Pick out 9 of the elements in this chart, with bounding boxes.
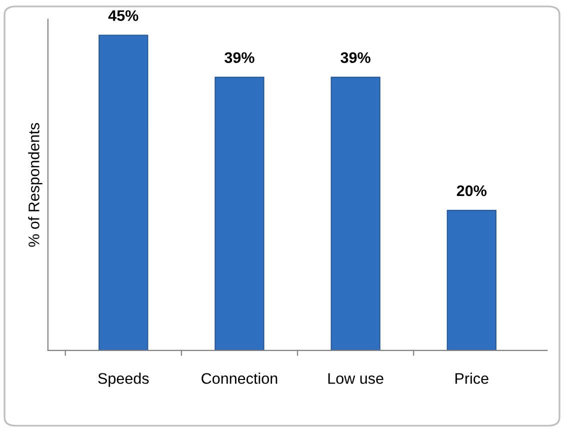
data-label: 39%	[224, 52, 254, 64]
x-tick-label: Low use	[328, 373, 384, 384]
data-label: 39%	[340, 52, 370, 64]
y-axis-title: % of Respondents	[28, 123, 42, 247]
data-label: 45%	[108, 10, 138, 21]
x-tick-label: Price	[455, 372, 488, 384]
x-tick-label: Speeds	[98, 372, 149, 387]
data-label: 20%	[456, 185, 487, 196]
x-tick-label: Connection	[202, 372, 278, 384]
